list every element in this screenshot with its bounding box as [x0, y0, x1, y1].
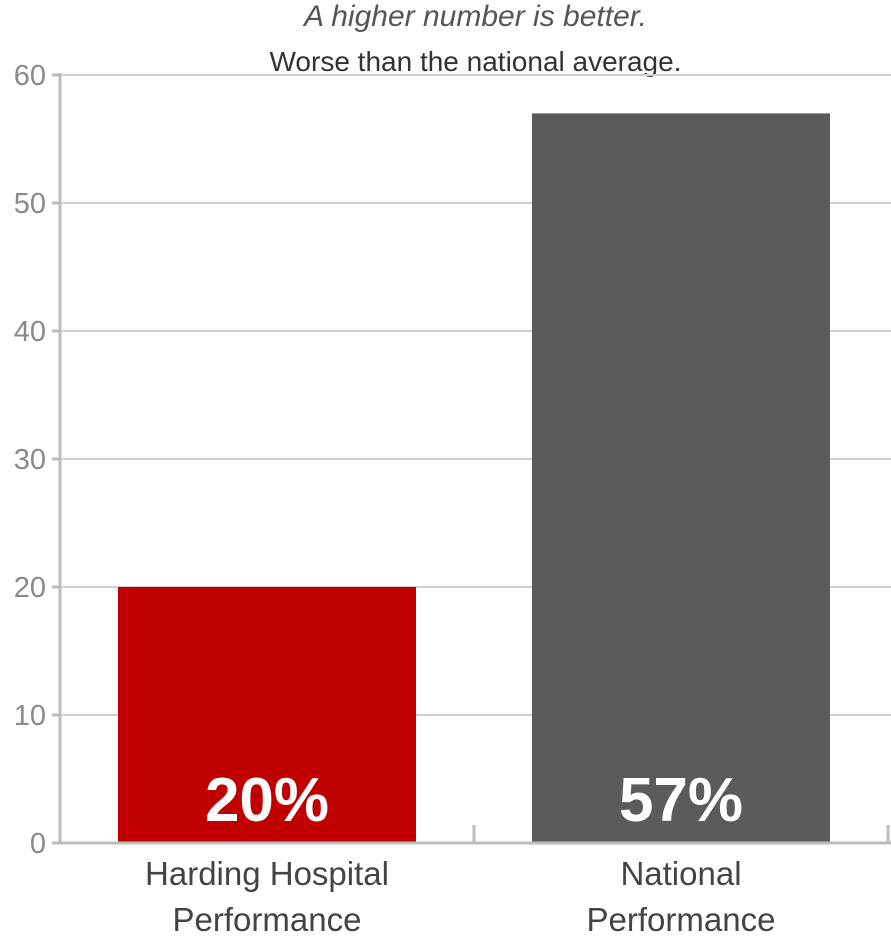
bar-1	[532, 113, 830, 843]
bar-0	[118, 587, 416, 843]
y-tick-label-0: 0	[30, 828, 46, 860]
x-category-label-0-line-1: Performance	[173, 901, 362, 938]
x-category-label-1-line-0: National	[620, 855, 741, 892]
y-tick-label-10: 10	[14, 700, 46, 732]
chart-note-comparison: Worse than the national average.	[269, 46, 682, 77]
x-category-label-0-line-0: Harding Hospital	[145, 855, 389, 892]
data-label-1: 57%	[619, 766, 743, 835]
y-tick-label-40: 40	[14, 316, 46, 348]
chart-note-higher-better: A higher number is better.	[304, 0, 647, 33]
y-tick-label-60: 60	[14, 60, 46, 92]
y-tick-label-50: 50	[14, 188, 46, 220]
data-label-0: 20%	[205, 766, 329, 835]
y-tick-label-30: 30	[14, 444, 46, 476]
x-category-label-1-line-1: Performance	[587, 901, 776, 938]
y-tick-label-20: 20	[14, 572, 46, 604]
